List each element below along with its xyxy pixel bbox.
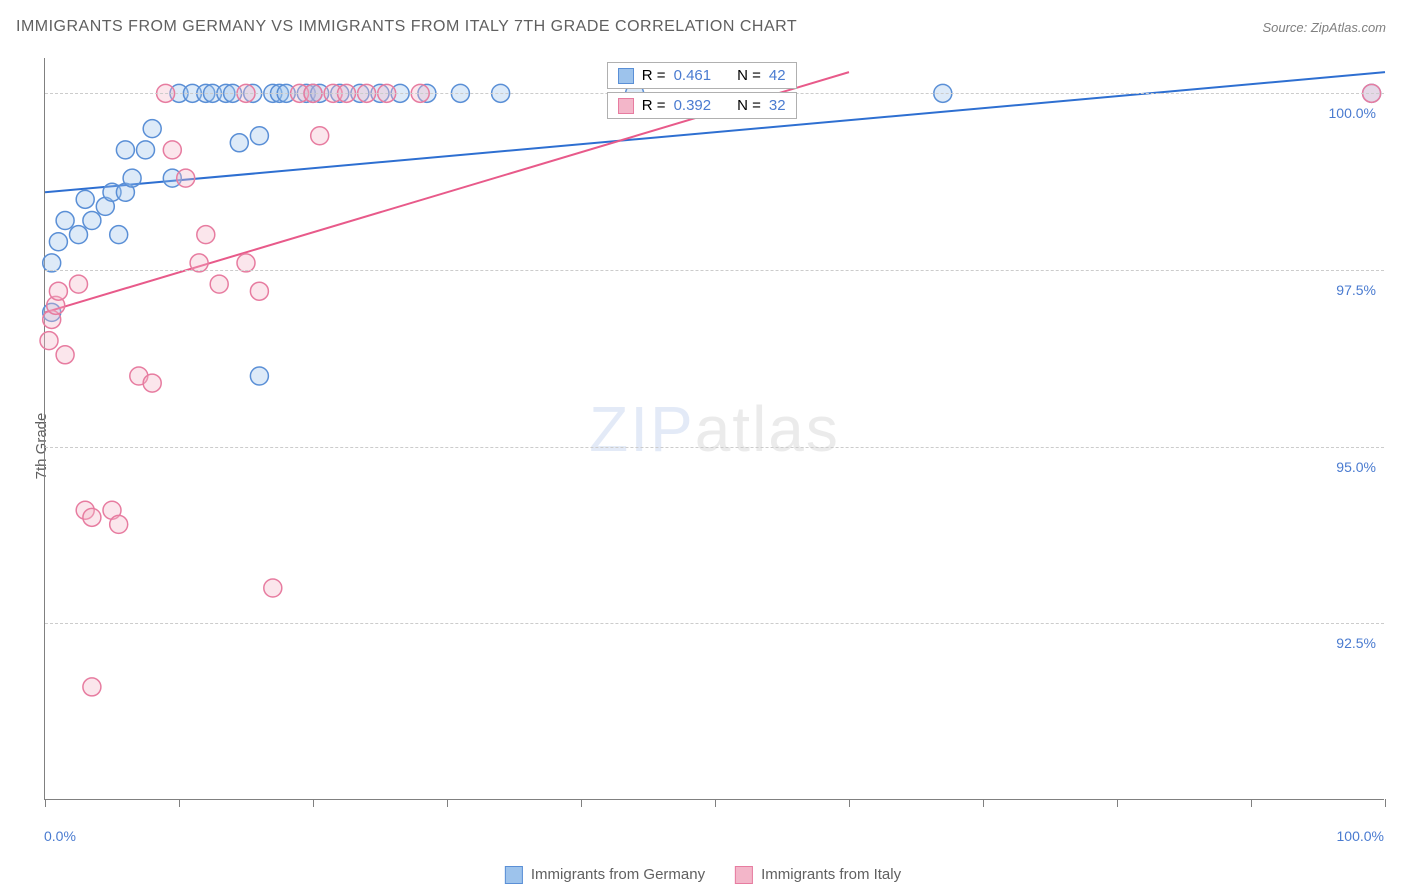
data-point bbox=[143, 374, 161, 392]
data-point bbox=[40, 332, 58, 350]
y-tick-label: 95.0% bbox=[1336, 459, 1376, 475]
data-point bbox=[143, 120, 161, 138]
data-point bbox=[49, 233, 67, 251]
data-point bbox=[137, 141, 155, 159]
data-point bbox=[123, 169, 141, 187]
x-tick bbox=[715, 799, 716, 807]
legend: Immigrants from Germany Immigrants from … bbox=[505, 866, 901, 884]
r-label: R = bbox=[642, 97, 666, 114]
y-tick-label: 97.5% bbox=[1336, 282, 1376, 298]
x-tick bbox=[983, 799, 984, 807]
data-point bbox=[70, 275, 88, 293]
data-point bbox=[264, 579, 282, 597]
r-label: R = bbox=[642, 67, 666, 84]
data-point bbox=[250, 367, 268, 385]
data-point bbox=[70, 226, 88, 244]
data-point bbox=[110, 226, 128, 244]
gridline bbox=[45, 270, 1384, 271]
data-point bbox=[56, 212, 74, 230]
data-point bbox=[311, 127, 329, 145]
x-tick bbox=[179, 799, 180, 807]
n-label: N = bbox=[737, 67, 761, 84]
x-tick bbox=[1117, 799, 1118, 807]
gridline bbox=[45, 623, 1384, 624]
r-value-germany: 0.461 bbox=[674, 67, 712, 84]
y-tick-label: 92.5% bbox=[1336, 635, 1376, 651]
data-point bbox=[49, 282, 67, 300]
data-point bbox=[230, 134, 248, 152]
legend-label-germany: Immigrants from Germany bbox=[531, 866, 705, 883]
data-point bbox=[250, 127, 268, 145]
y-tick-label: 100.0% bbox=[1329, 105, 1376, 121]
chart-title: IMMIGRANTS FROM GERMANY VS IMMIGRANTS FR… bbox=[16, 18, 797, 36]
n-label: N = bbox=[737, 97, 761, 114]
x-tick bbox=[581, 799, 582, 807]
data-point bbox=[177, 169, 195, 187]
correlation-box-germany: R = 0.461 N = 42 bbox=[607, 62, 797, 89]
x-tick bbox=[849, 799, 850, 807]
data-point bbox=[250, 282, 268, 300]
correlation-box-italy: R = 0.392 N = 32 bbox=[607, 92, 797, 119]
legend-swatch-italy-icon bbox=[735, 866, 753, 884]
data-point bbox=[56, 346, 74, 364]
swatch-italy-icon bbox=[618, 98, 634, 114]
x-tick bbox=[45, 799, 46, 807]
x-tick bbox=[313, 799, 314, 807]
source-attribution: Source: ZipAtlas.com bbox=[1262, 20, 1386, 35]
data-point bbox=[110, 515, 128, 533]
n-value-germany: 42 bbox=[769, 67, 786, 84]
data-point bbox=[116, 141, 134, 159]
plot-area: ZIPatlas 92.5%95.0%97.5%100.0% bbox=[44, 58, 1384, 800]
swatch-germany-icon bbox=[618, 68, 634, 84]
data-point bbox=[83, 678, 101, 696]
x-tick bbox=[1251, 799, 1252, 807]
scatter-svg bbox=[45, 58, 1384, 799]
data-point bbox=[163, 141, 181, 159]
gridline bbox=[45, 447, 1384, 448]
data-point bbox=[76, 190, 94, 208]
data-point bbox=[83, 508, 101, 526]
x-axis-max-label: 100.0% bbox=[1337, 828, 1384, 844]
legend-item-germany: Immigrants from Germany bbox=[505, 866, 705, 884]
r-value-italy: 0.392 bbox=[674, 97, 712, 114]
legend-label-italy: Immigrants from Italy bbox=[761, 866, 901, 883]
x-tick bbox=[1385, 799, 1386, 807]
x-axis-min-label: 0.0% bbox=[44, 828, 76, 844]
n-value-italy: 32 bbox=[769, 97, 786, 114]
data-point bbox=[83, 212, 101, 230]
legend-swatch-germany-icon bbox=[505, 866, 523, 884]
legend-item-italy: Immigrants from Italy bbox=[735, 866, 901, 884]
data-point bbox=[210, 275, 228, 293]
data-point bbox=[197, 226, 215, 244]
x-tick bbox=[447, 799, 448, 807]
